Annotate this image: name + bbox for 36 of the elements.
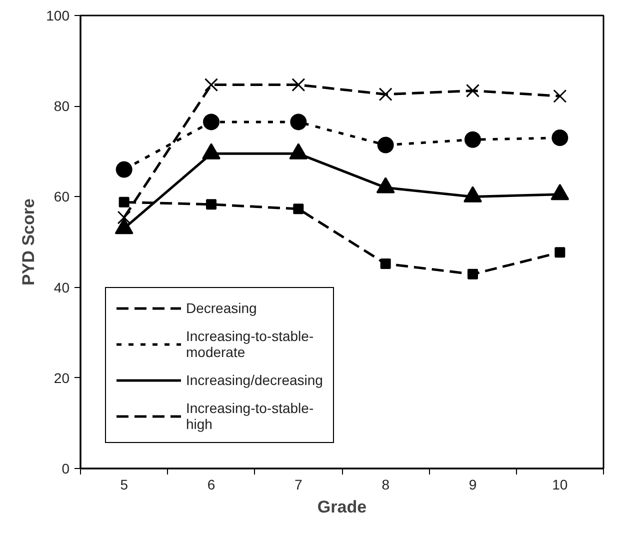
y-axis-title: PYD Score (19, 198, 38, 286)
x-tick-label: 8 (382, 476, 390, 492)
point (377, 136, 394, 154)
point (117, 210, 131, 224)
y-tick-label: 20 (54, 370, 70, 386)
point (293, 204, 304, 214)
point (118, 196, 130, 208)
x-tick-label: 9 (468, 476, 477, 492)
y-tick-label: 60 (54, 188, 70, 205)
y-tick-label: 100 (46, 8, 70, 24)
x-tick-label: 10 (552, 476, 568, 492)
x-tick-label: 5 (120, 476, 128, 492)
legend-label: Increasing-to-stable-high (186, 400, 314, 432)
point (554, 247, 566, 258)
point (468, 268, 478, 280)
legend-label: Decreasing (186, 300, 257, 316)
y-tick-label: 40 (54, 279, 70, 296)
legend-label: Increasing-to-stable-moderate (186, 328, 314, 360)
point (204, 78, 218, 92)
point (203, 114, 220, 130)
point (292, 78, 306, 92)
point (116, 161, 132, 178)
point (552, 130, 568, 146)
legend-label: Increasing/decreasing (186, 372, 323, 388)
x-tick-label: 7 (294, 476, 303, 492)
point (378, 88, 392, 102)
point (380, 258, 391, 269)
point (466, 84, 480, 98)
x-tick-label: 6 (207, 476, 216, 492)
point (290, 114, 307, 130)
point (206, 199, 216, 210)
x-axis-title: Grade (317, 498, 367, 516)
point (553, 89, 567, 103)
point (464, 131, 481, 148)
y-tick-label: 80 (54, 98, 70, 114)
y-tick-label: 0 (62, 460, 70, 476)
